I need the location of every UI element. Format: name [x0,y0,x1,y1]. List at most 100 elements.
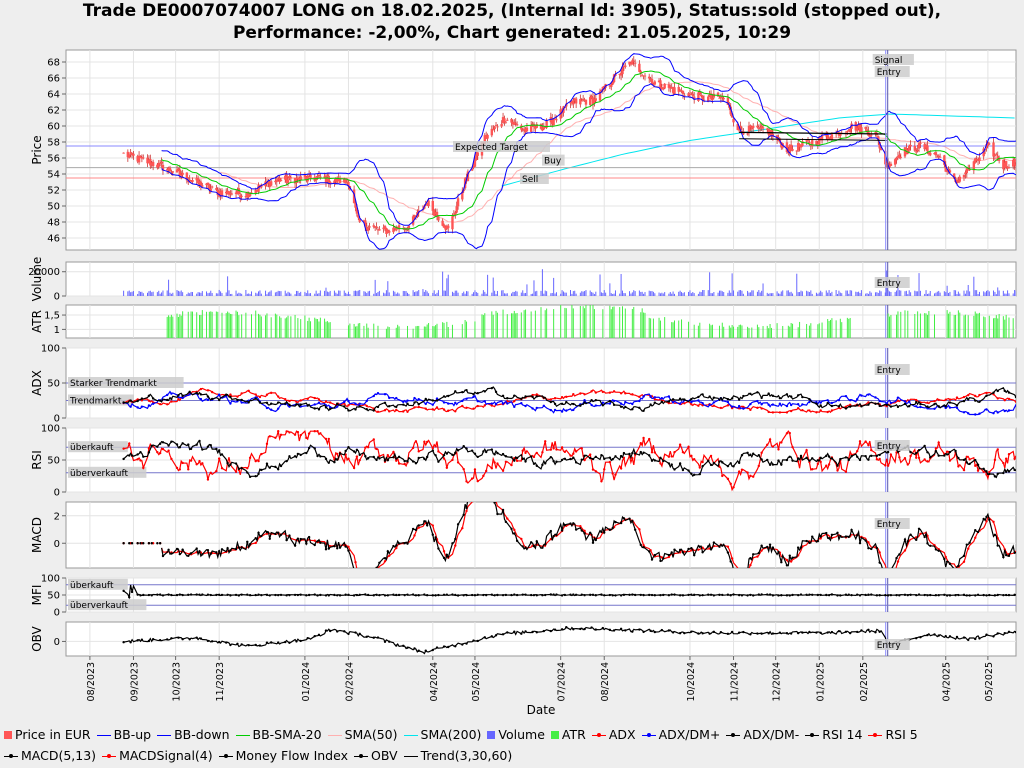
expected-target-label-bg [453,141,550,152]
macd-line-dot [336,547,339,550]
adx-line-dot [974,394,977,398]
macd-line-dot [268,537,271,540]
obv-line-dot [494,634,498,637]
ytick-label-price: 50 [47,202,60,213]
candle-body [919,142,922,144]
rsi5-line-dot [982,470,985,474]
candle-body [208,184,211,190]
candle-body [130,152,134,156]
adx-line-dot [295,400,298,403]
adx-dmminus-line-dot [358,405,361,408]
adx-line-dot [719,406,723,410]
candle-body [225,191,228,194]
rsi5-line-dot [771,445,775,448]
adx-dmplus-line-dot [447,402,450,405]
macd-line-dot [603,531,606,534]
adx-dmminus-line-dot [737,398,741,401]
mfi-line-dot [709,593,713,596]
candle-body [923,144,926,150]
mfi-line-dot [631,593,634,596]
rsi14-line-dot [858,458,862,462]
macd-line-dot [220,548,224,551]
mfi-line-dot [366,593,370,597]
obv-line-dot [129,641,132,644]
candle-body [712,93,716,98]
adx-dmminus-line-dot [258,401,262,404]
mfi-line-dot [147,593,151,597]
candle-body [570,100,574,104]
macd-signal-line-dot [697,548,700,551]
adx-line-dot [317,398,321,401]
adx-dmplus-line-dot [1014,404,1016,407]
mfi-line-dot [195,593,198,596]
macd-line-dot [653,553,657,557]
obv-line-dot [435,646,439,649]
candle-body [608,85,612,87]
rsi14-line-dot [234,462,238,465]
macd-signal-line-dot [944,555,947,559]
adx-dmminus-line-dot [240,398,243,402]
candle-body [437,216,440,221]
macd-line-dot [836,531,839,535]
mfi-line-dot [642,593,645,597]
candle-body [309,174,312,179]
rsi5-line-dot [698,466,702,469]
adx-line-dot [653,398,657,401]
rsi5-line-dot [653,451,657,454]
candle-body [511,121,515,125]
rsi5-line-dot [195,463,198,466]
adx-dmplus-line-dot [848,399,852,402]
rsi5-line-dot [611,472,614,475]
macd-line-dot [189,552,193,555]
rsi14-line-dot [544,462,547,465]
macd-signal-line-dot [985,520,988,523]
macd-signal-line-dot [491,493,493,495]
candle-body [128,154,131,158]
adx-line-dot [147,399,151,402]
obv-line-dot [660,628,664,632]
adx-dmplus-line-dot [506,402,509,405]
candle-body [248,193,252,197]
mfi-line-dot [943,593,946,597]
rsi14-line-dot [588,456,592,460]
mfi-line-dot [260,593,263,597]
rsi5-line-dot [780,441,783,444]
legend-label: Price in EUR [15,727,91,742]
adx-dmminus-line-dot [933,402,936,406]
mfi-line-dot [628,593,631,597]
candle-body [574,98,578,104]
obv-line-dot [594,628,598,631]
obv-line-dot [848,631,852,635]
candle-body [857,124,860,129]
adx-dmminus-line-dot [683,398,686,401]
macd-signal-line-dot [742,571,744,573]
adx-dmminus-line-dot [288,403,291,407]
adx-dmplus-line-dot [697,399,700,402]
ylabel-atr: ATR [30,310,44,333]
macd-line-dot [572,522,575,525]
rsi5-line-dot [580,447,583,450]
adx-dmminus-line-dot [199,393,203,396]
obv-line-dot [277,641,280,644]
mfi-line-dot [974,594,977,597]
candle-body [719,96,723,99]
adx-line-dot [306,397,309,401]
obv-line-dot [210,640,214,643]
macd-line-dot [611,526,614,530]
adx-dmplus-line-dot [619,402,623,405]
adx-dmplus-line-dot [572,408,575,412]
rsi14-line-dot [268,466,271,469]
rsi14-line-dot [375,458,378,462]
ylabel-mfi: MFI [30,585,44,606]
mfi-line-dot [830,593,834,596]
mfi-line-dot [805,593,808,596]
obv-line-dot [726,632,730,636]
adx-dmminus-line-dot [860,405,863,408]
candle-body [670,86,673,89]
macd-line-dot [619,521,623,525]
adx-line-dot [324,400,328,403]
rsi14-line-dot [563,457,567,460]
macd-line-dot [729,560,732,563]
rsi14-line-dot [147,451,151,454]
obv-line-dot [531,630,534,634]
